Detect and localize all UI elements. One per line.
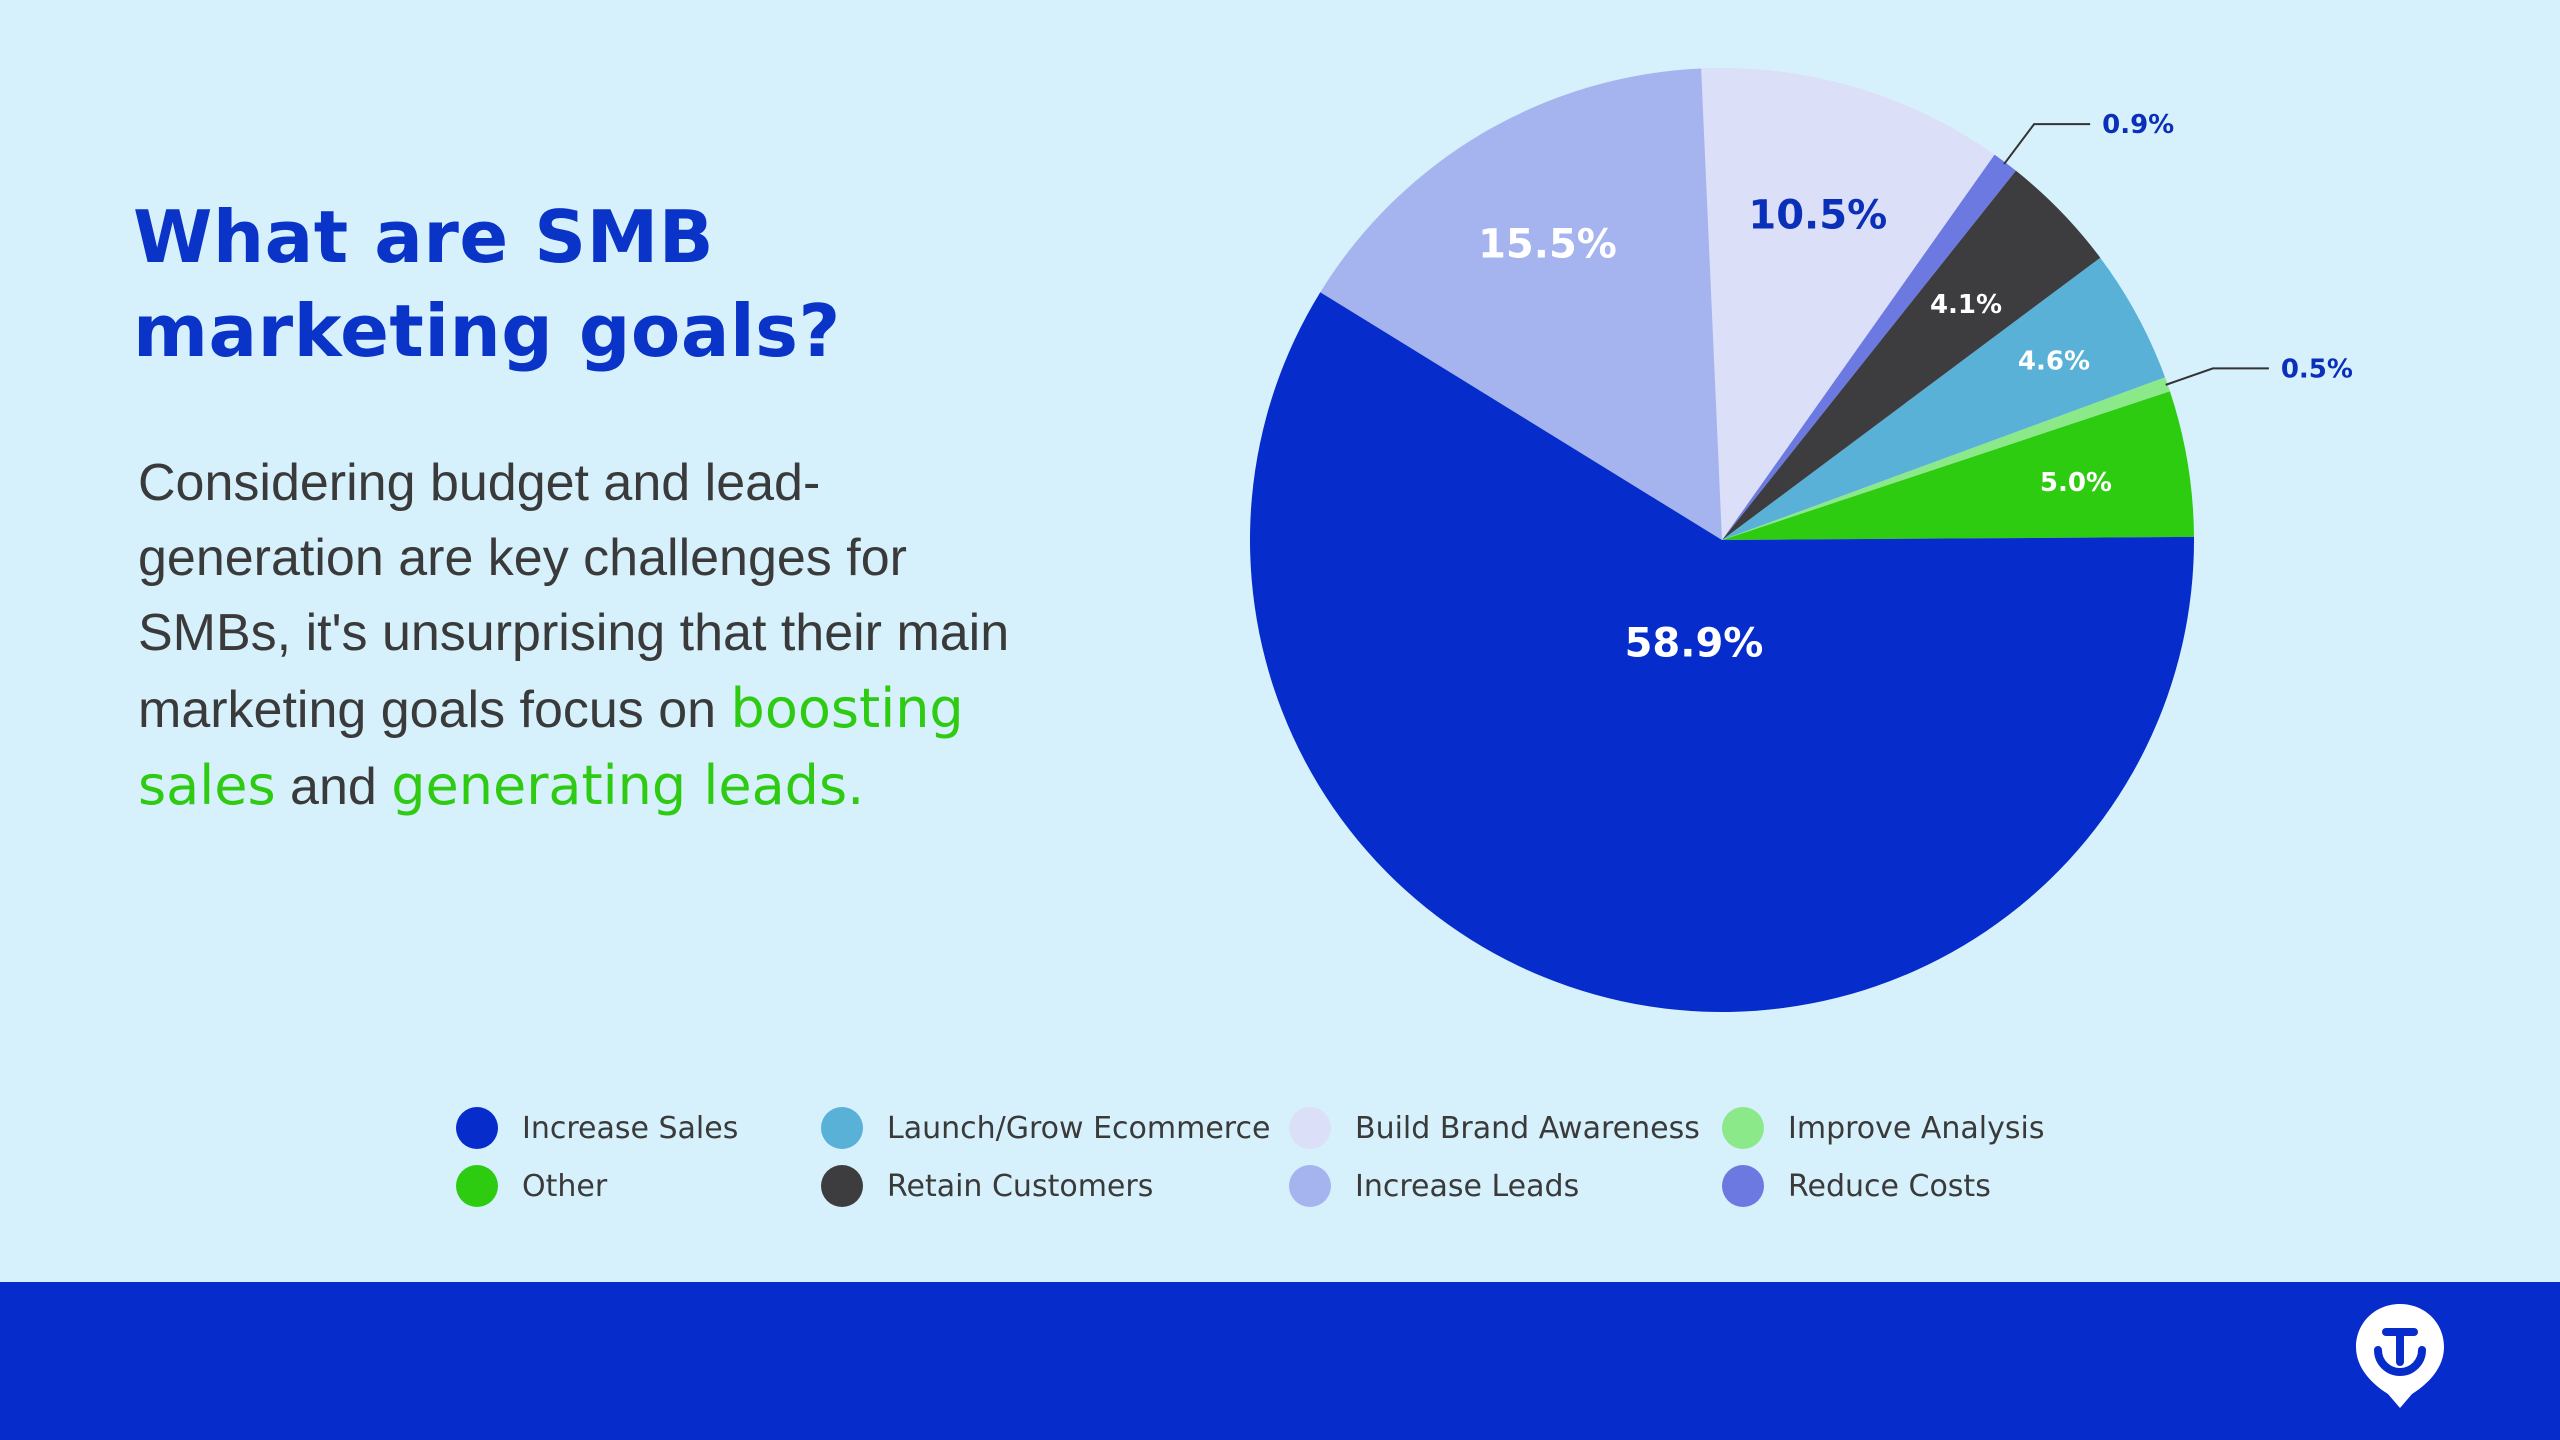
pie-labels: 5.0% 0.5% 4.6% 4.1% 0.9% 10.5% 15.5% 58.9% xyxy=(1478,110,2353,666)
brand-pin-logo-icon xyxy=(2356,1304,2444,1408)
pie-slice-increase-sales xyxy=(1250,292,2194,1012)
slice-label-increase-sales: 58.9% xyxy=(1625,620,1764,666)
title-line-1: What are SMB xyxy=(133,195,715,279)
legend-swatch xyxy=(456,1165,498,1207)
description-paragraph: Considering budget and lead-generation a… xyxy=(138,446,1018,825)
footer-bar xyxy=(0,1282,2560,1440)
pie-slice-other xyxy=(1722,391,2194,540)
highlight-boosting-sales: boosting sales xyxy=(138,677,964,817)
legend-label: Increase Sales xyxy=(522,1110,739,1146)
leader-line-reduce-costs xyxy=(2003,123,2091,165)
pie-leader-lines xyxy=(2003,123,2269,386)
slice-label-retain-customers: 4.1% xyxy=(1930,290,2002,320)
legend-item-build-brand-awareness: Build Brand Awareness xyxy=(1289,1104,1700,1152)
pie-slice-retain-customers xyxy=(1722,170,2101,540)
legend-item-improve-analysis: Improve Analysis xyxy=(1722,1104,2045,1152)
legend-swatch xyxy=(1289,1165,1331,1207)
legend-swatch xyxy=(1722,1165,1764,1207)
slice-label-increase-leads: 15.5% xyxy=(1478,221,1617,267)
pie-slice-build-brand-awareness xyxy=(1701,68,1995,540)
legend-swatch xyxy=(821,1107,863,1149)
slice-label-improve-analysis: 0.5% xyxy=(2281,354,2353,384)
leader-line-improve-analysis xyxy=(2165,367,2269,386)
legend-label: Build Brand Awareness xyxy=(1355,1110,1700,1146)
legend-item-launch-grow-ecommerce: Launch/Grow Ecommerce xyxy=(821,1104,1270,1152)
legend-label: Launch/Grow Ecommerce xyxy=(887,1110,1271,1146)
legend-label: Other xyxy=(522,1168,608,1204)
legend-label: Retain Customers xyxy=(887,1168,1154,1204)
description-connector: and xyxy=(290,758,377,816)
page-title: What are SMB marketing goals? xyxy=(133,190,893,378)
legend-item-retain-customers: Retain Customers xyxy=(821,1162,1153,1210)
legend-swatch xyxy=(1289,1107,1331,1149)
legend-item-increase-leads: Increase Leads xyxy=(1289,1162,1579,1210)
legend-item-other: Other xyxy=(456,1162,607,1210)
legend-label: Reduce Costs xyxy=(1788,1168,1991,1204)
legend-item-reduce-costs: Reduce Costs xyxy=(1722,1162,1991,1210)
slice-label-build-brand-awareness: 10.5% xyxy=(1748,192,1887,238)
slice-label-reduce-costs: 0.9% xyxy=(2102,110,2174,140)
chart-legend: Increase Sales Launch/Grow Ecommerce Build… xyxy=(456,1104,2096,1224)
pie-slice-launch-grow-ecommerce xyxy=(1722,257,2166,540)
legend-item-increase-sales: Increase Sales xyxy=(456,1104,738,1152)
pie-slices xyxy=(1250,68,2194,1012)
pie-slice-increase-leads xyxy=(1320,68,1722,540)
legend-swatch xyxy=(821,1165,863,1207)
pie-slice-reduce-costs xyxy=(1722,154,2016,540)
legend-swatch xyxy=(1722,1107,1764,1149)
title-line-2: marketing goals? xyxy=(133,289,841,373)
legend-label: Increase Leads xyxy=(1355,1168,1580,1204)
pie-slice-improve-analysis xyxy=(1722,377,2170,540)
slice-label-launch-grow-ecommerce: 4.6% xyxy=(2018,346,2090,376)
legend-label: Improve Analysis xyxy=(1788,1110,2045,1146)
slice-label-other: 5.0% xyxy=(2040,468,2112,498)
legend-swatch xyxy=(456,1107,498,1149)
description-text: Considering budget and lead-generation a… xyxy=(138,454,1010,739)
highlight-generating-leads: generating leads. xyxy=(391,754,865,817)
